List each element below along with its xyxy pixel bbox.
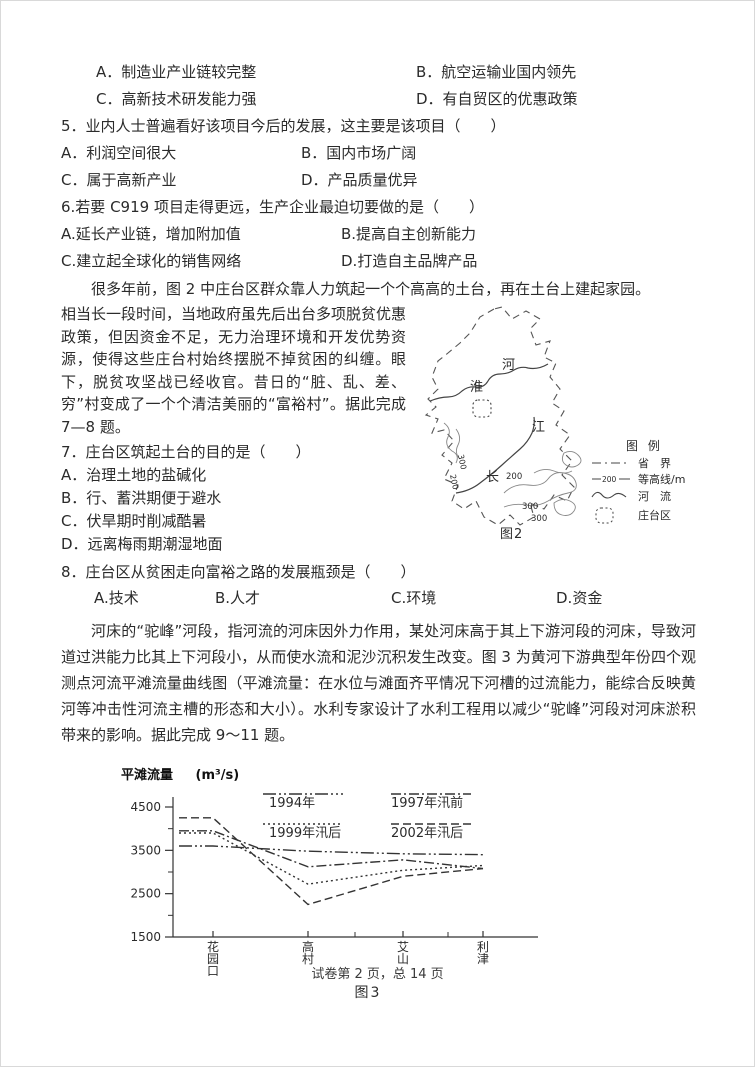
legend-item-contour: 等高线/m (638, 472, 685, 486)
q5-option-c: C．属于高新产业 (61, 171, 177, 189)
river-label-chang: 长 (486, 470, 499, 485)
svg-text:花园口: 花园口 (207, 939, 219, 978)
q5-option-b: B．国内市场广阔 (301, 144, 417, 162)
q5-option-a: A．利润空间很大 (61, 144, 177, 162)
q6-option-b: B.提高自主创新能力 (341, 225, 477, 243)
svg-text:2002年汛后: 2002年汛后 (391, 826, 463, 841)
river-label-jiang: 江 (532, 420, 545, 435)
option-row: C．属于高新产业 D．产品质量优异 (61, 167, 696, 194)
q8-option-a: A.技术 (94, 589, 139, 607)
contour-label: 300 (522, 502, 538, 512)
svg-text:高村: 高村 (302, 939, 314, 966)
contour-label: 300 (531, 514, 547, 524)
q6-option-c: C.建立起全球化的销售网络 (61, 252, 242, 270)
zhuangtai-area-marker (472, 399, 492, 418)
option-row: A.技术 B.人才 C.环境 D.资金 (61, 585, 696, 612)
q7-option-b: B．行、蓄洪期便于避水 (61, 489, 222, 507)
option-b: B．航空运输业国内领先 (416, 63, 577, 81)
passage1-first-line: 很多年前，图 2 中庄台区群众靠人力筑起一个个高高的土台，再在土台上建起家园。 (91, 280, 651, 298)
yangtze-river-line (455, 416, 535, 494)
option-d: D．有自贸区的优惠政策 (416, 90, 578, 108)
passage2: 河床的“驼峰”河段，指河流的河床因外力作用，某处河床高于其上下游河段的河床，导致… (61, 622, 696, 744)
chart-ylabel: 平滩流量 (121, 768, 174, 783)
option-row: A．制造业产业链较完整 B．航空运输业国内领先 (61, 59, 696, 86)
figure-2-caption: 图2 (500, 527, 523, 542)
option-row: C．高新技术研发能力强 D．有自贸区的优惠政策 (61, 86, 696, 113)
contour-line (503, 472, 577, 508)
map-svg: 河 淮 江 长 200 300 200 300 300 图 例 省 界 200 … (424, 306, 685, 542)
legend-contour-value: 200 (602, 475, 617, 484)
q6-option-d: D.打造自主品牌产品 (341, 252, 478, 270)
passage1-left-column: 相当长一段时间，当地政府虽先后出台多项脱贫优惠政策，但因资金不足，无力治理环境和… (61, 303, 406, 556)
legend-zhuangtai-sample (595, 507, 614, 524)
q7-option-c: C．伏旱期时削减酷暑 (61, 512, 207, 530)
contour-line (561, 450, 582, 468)
contour-line (443, 422, 458, 464)
figure-3-caption: 图3 (354, 985, 382, 1001)
svg-text:1994年: 1994年 (269, 796, 315, 811)
svg-text:2500: 2500 (130, 887, 161, 901)
option-c: C．高新技术研发能力强 (96, 90, 257, 108)
huai-river-line (429, 363, 549, 402)
figure-2-map: 河 淮 江 长 200 300 200 300 300 图 例 省 界 200 … (404, 303, 696, 556)
question-6-stem: 6.若要 C919 项目走得更远，生产企业最迫切要做的是（ ） (61, 198, 484, 216)
q8-option-c: C.环境 (391, 589, 437, 607)
contour-line (533, 468, 573, 474)
chart-y-axis-title: 平滩流量 (m³/s) (121, 764, 573, 783)
legend-item-river: 河 流 (638, 489, 671, 503)
contour-label: 200 (448, 474, 460, 491)
q5-option-d: D．产品质量优异 (301, 171, 418, 189)
legend-item-boundary: 省 界 (638, 457, 671, 470)
legend-item-zhuangtai: 庄台区 (638, 508, 671, 522)
question-8-stem: 8．庄台区从贫困走向富裕之路的发展瓶颈是（ ） (61, 563, 416, 581)
contour-label: 300 (456, 454, 468, 471)
page-footer: 试卷第 2 页，总 14 页 (311, 967, 444, 982)
question-7-stem: 7．庄台区筑起土台的目的是（ ） (61, 443, 311, 461)
contour-line (455, 428, 461, 460)
passage1-with-map: 相当长一段时间，当地政府虽先后出台多项脱贫优惠政策，但因资金不足，无力治理环境和… (61, 303, 696, 556)
q8-option-b: B.人才 (215, 589, 261, 607)
svg-text:3500: 3500 (130, 843, 161, 857)
q6-option-a: A.延长产业链，增加附加值 (61, 225, 241, 243)
svg-text:艾山: 艾山 (397, 940, 409, 966)
province-boundary-line (424, 306, 575, 526)
svg-text:1999年汛后: 1999年汛后 (269, 826, 341, 841)
option-row: A．利润空间很大 B．国内市场广阔 (61, 140, 696, 167)
question-5-stem: 5．业内人士普遍看好该项目今后的发展，这主要是该项目（ ） (61, 117, 506, 135)
map-legend-title: 图 例 (626, 439, 663, 453)
passage1-body: 相当长一段时间，当地政府虽先后出台多项脱贫优惠政策，但因资金不足，无力治理环境和… (61, 305, 407, 436)
option-row: A.延长产业链，增加附加值 B.提高自主创新能力 (61, 221, 696, 248)
q7-option-d: D．远离梅雨期潮湿地面 (61, 535, 223, 553)
figure-3-chart: 平滩流量 (m³/s) 1500 2500 3500 4500 花园口 高村 艾山 利津 199… (113, 764, 573, 1002)
svg-text:4500: 4500 (130, 800, 161, 814)
option-row: C.建立起全球化的销售网络 D.打造自主品牌产品 (61, 248, 696, 275)
chart-svg: 1500 2500 3500 4500 花园口 高村 艾山 利津 1994年 1997年汛前 199… (130, 793, 538, 978)
q7-option-a: A．治理土地的盐碱化 (61, 466, 207, 484)
option-a: A．制造业产业链较完整 (96, 63, 257, 81)
chart-unit: (m³/s) (195, 768, 240, 783)
svg-text:利津: 利津 (477, 940, 489, 966)
q8-option-d: D.资金 (556, 589, 603, 607)
contour-line (553, 498, 576, 516)
contour-label: 200 (506, 472, 522, 482)
svg-text:1997年汛前: 1997年汛前 (391, 795, 463, 811)
river-label-he: 河 (502, 358, 515, 373)
svg-text:1500: 1500 (130, 930, 161, 944)
river-label-huai: 淮 (470, 380, 483, 395)
legend-river-sample (591, 491, 627, 499)
